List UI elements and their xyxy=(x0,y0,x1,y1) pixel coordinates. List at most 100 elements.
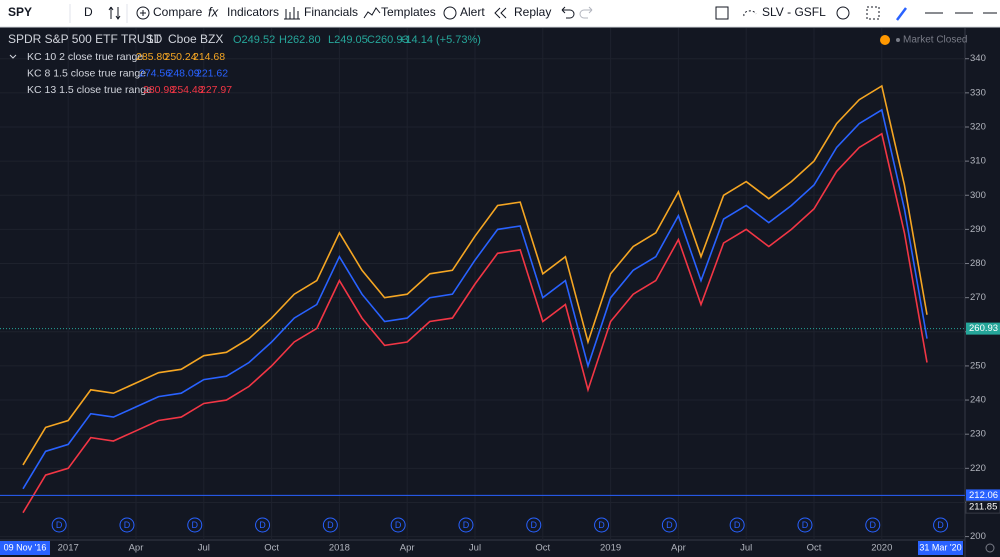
dividend-marker[interactable] xyxy=(594,517,610,533)
x-tick-label: Oct xyxy=(535,543,550,554)
indicators-icon[interactable]: fx xyxy=(208,4,219,19)
bars-icon[interactable] xyxy=(108,6,121,20)
dividend-marker[interactable] xyxy=(458,517,474,533)
range-label: 31 Mar '20 xyxy=(919,542,961,552)
plot-bg xyxy=(0,28,1000,540)
plot xyxy=(0,84,965,514)
dividend-marker[interactable] xyxy=(661,517,677,533)
interval-label: 1D xyxy=(147,32,163,46)
x-tick-label: Jul xyxy=(469,543,481,554)
range-label: 09 Nov '16 xyxy=(4,542,47,552)
x-tick-label: Oct xyxy=(807,543,822,554)
y-tick-label: 240 xyxy=(970,395,986,406)
settings-icon[interactable] xyxy=(836,6,850,20)
ohlc-value: C260.93 xyxy=(367,34,409,46)
compare-plus xyxy=(140,10,146,16)
ohlc-value: L249.05 xyxy=(328,34,368,46)
x-tick-label: Oct xyxy=(264,543,279,554)
dividend-marker[interactable] xyxy=(729,517,745,533)
series-line xyxy=(22,84,928,466)
indicator-value: 214.68 xyxy=(193,51,225,63)
snapshot-icon[interactable] xyxy=(866,6,880,20)
layout-name[interactable]: SLV - GSFL xyxy=(762,5,826,19)
y-tick-label: 280 xyxy=(970,258,986,269)
dividend-label: D xyxy=(192,520,199,530)
dividend-marker[interactable] xyxy=(933,517,949,533)
x-tick-label: 2020 xyxy=(871,543,892,554)
x-tick-label: 2017 xyxy=(58,543,79,554)
range-tag xyxy=(918,541,963,555)
alert-icon[interactable] xyxy=(443,6,457,20)
price-tag-label: 211.85 xyxy=(969,502,997,513)
indicator-value: 221.62 xyxy=(196,67,228,79)
market-status: Market Closed xyxy=(903,35,967,46)
dividend-marker[interactable] xyxy=(322,517,338,533)
indicator-value: 274.56 xyxy=(139,67,171,79)
y-tick-label: 340 xyxy=(970,53,986,64)
dividend-label: D xyxy=(463,520,470,530)
legend: SPDR S&P 500 ETF TRUST 1D Cboe BZX O249.… xyxy=(8,32,481,96)
dividend-label: D xyxy=(395,520,402,530)
financials-button[interactable]: Financials xyxy=(304,5,358,19)
compare-icon[interactable] xyxy=(136,6,150,20)
draw-icon[interactable] xyxy=(896,7,907,21)
y-tick-label: 330 xyxy=(970,87,986,98)
y-tick-label: 290 xyxy=(970,224,986,235)
dividend-label: D xyxy=(937,520,944,530)
dividend-marker[interactable] xyxy=(797,517,813,533)
indicator-value: 227.97 xyxy=(200,84,232,96)
settings-gear[interactable] xyxy=(985,543,995,553)
status-dot xyxy=(880,35,890,45)
layout-icon[interactable] xyxy=(743,10,757,17)
replay-icon[interactable] xyxy=(494,7,507,19)
indicator-label: KC 10 2 close true range xyxy=(27,51,143,63)
y-tick-label: 300 xyxy=(970,190,986,201)
status-bullet xyxy=(896,38,900,42)
dividend-label: D xyxy=(870,520,877,530)
fullscreen-icon[interactable] xyxy=(715,6,729,20)
dividend-label: D xyxy=(666,520,673,530)
dividend-marker[interactable] xyxy=(119,517,135,533)
dividend-label: D xyxy=(531,520,538,530)
grid xyxy=(0,28,969,540)
symbol[interactable]: SPY xyxy=(8,5,32,19)
x-tick-label: 2019 xyxy=(600,543,621,554)
x-tick-label: Jul xyxy=(198,543,210,554)
x-tick-label: 2018 xyxy=(329,543,350,554)
price-tag xyxy=(965,500,1000,514)
indicator-value: 254.48 xyxy=(172,84,204,96)
dividend-marker[interactable] xyxy=(526,517,542,533)
templates-icon[interactable] xyxy=(363,7,381,19)
chart-title: SPDR S&P 500 ETF TRUST xyxy=(8,32,162,46)
interval[interactable]: D xyxy=(84,5,93,19)
replay-button[interactable]: Replay xyxy=(514,5,551,19)
dividend-marker[interactable] xyxy=(51,517,67,533)
indicator-value: 250.24 xyxy=(165,51,197,63)
indicators-button[interactable]: Indicators xyxy=(227,5,279,19)
dividend-label: D xyxy=(124,520,131,530)
price-tag-label: 212.06 xyxy=(969,490,998,501)
redo-icon[interactable] xyxy=(579,6,593,19)
dividend-marker[interactable] xyxy=(187,517,203,533)
indicator-value: 285.80 xyxy=(136,51,168,63)
price-tag xyxy=(966,322,1000,335)
dividend-marker[interactable] xyxy=(255,517,271,533)
indicator-label: KC 13 1.5 close true range xyxy=(27,84,152,96)
dividend-marker[interactable] xyxy=(390,517,406,533)
alert-button[interactable]: Alert xyxy=(460,5,485,19)
range-tag xyxy=(0,541,50,555)
toolbar: SPY D Compare fx Indicators Financials T… xyxy=(8,4,997,23)
undo-icon[interactable] xyxy=(561,6,575,19)
y-tick-label: 200 xyxy=(970,531,986,542)
financials-icon[interactable] xyxy=(284,7,300,20)
templates-button[interactable]: Templates xyxy=(381,5,436,19)
compare-button[interactable]: Compare xyxy=(153,5,203,19)
time-axis-bg xyxy=(0,540,1000,557)
dividend-label: D xyxy=(327,520,334,530)
dividend-label: D xyxy=(56,520,63,530)
dividend-marker[interactable] xyxy=(865,517,881,533)
x-tick-label: Apr xyxy=(671,543,686,554)
indicator-label: KC 8 1.5 close true range xyxy=(27,67,146,79)
x-tick-label: Apr xyxy=(129,543,144,554)
